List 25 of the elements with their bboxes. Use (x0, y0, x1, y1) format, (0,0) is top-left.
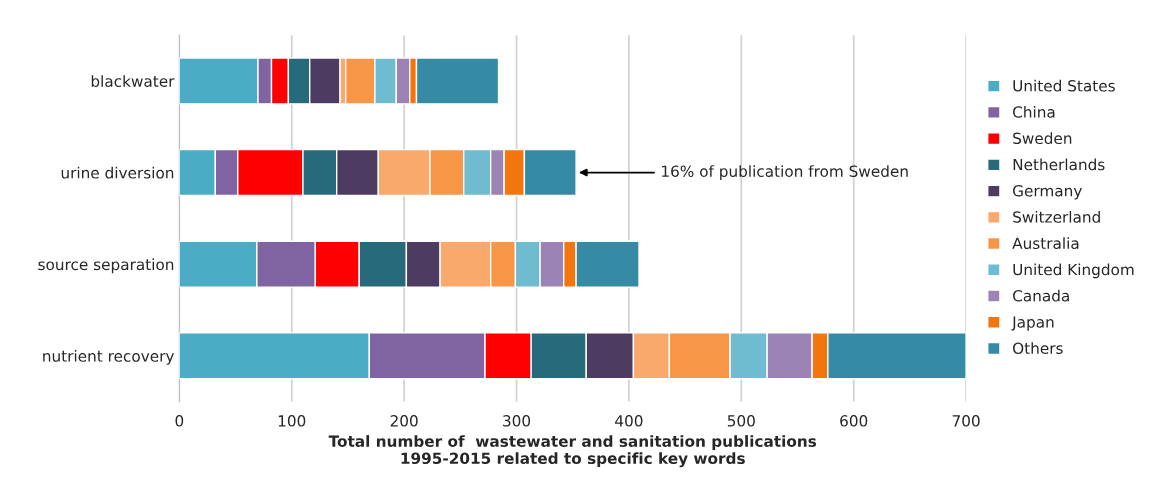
y-tick-label: source separation (38, 258, 174, 274)
x-tick-label: 500 (727, 415, 755, 427)
legend-label: Japan (1011, 316, 1054, 331)
y-tick-label: urine diversion (61, 166, 174, 179)
x-tick-label: 700 (952, 415, 980, 427)
x-tick-label: 0 (175, 415, 184, 427)
legend-label: Canada (1013, 289, 1069, 302)
x-tick-label: 100 (278, 415, 306, 427)
legend-label: Germany (1013, 185, 1082, 200)
y-tick-label: blackwater (91, 75, 175, 87)
y-tick-label: nutrient recovery (43, 349, 175, 365)
legend-label: Sweden (1013, 132, 1072, 145)
legend-label: China (1013, 106, 1055, 118)
legend-label: United States (1013, 79, 1115, 92)
x-axis-title: Total number of wastewater and sanitation publications 1995-2015 related to specific key words (328, 435, 817, 468)
x-tick-label: 300 (503, 415, 531, 427)
legend-label: Australia (1012, 237, 1079, 250)
annotation: 16% of publication from Sweden (662, 165, 908, 180)
x-tick-label: 400 (615, 415, 643, 427)
legend-label: Netherlands (1013, 158, 1105, 171)
legend-label: Others (1013, 342, 1063, 355)
legend-label: United Kingdom (1013, 263, 1134, 279)
x-tick-label: 600 (840, 415, 868, 427)
legend-label: Switzerland (1013, 210, 1100, 223)
x-tick-label: 200 (390, 415, 418, 427)
